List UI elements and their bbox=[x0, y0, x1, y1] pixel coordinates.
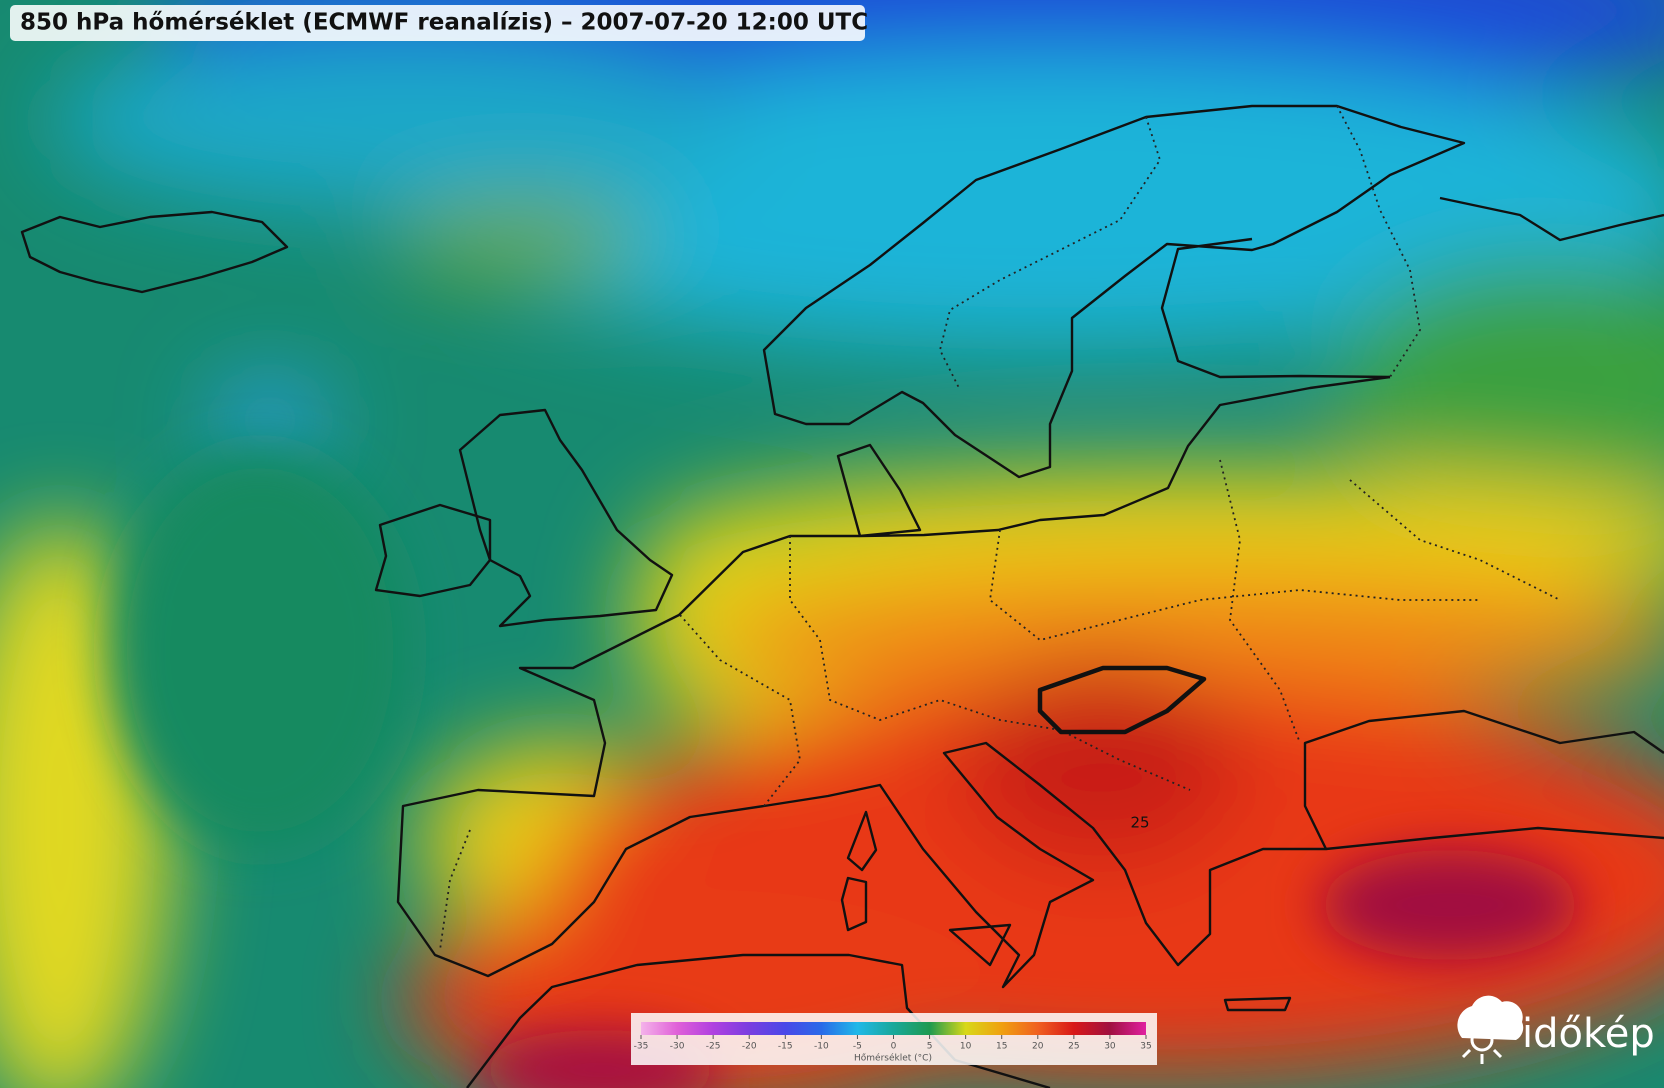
country-border bbox=[939, 116, 1161, 391]
colorbar-tick-label: -20 bbox=[742, 1042, 757, 1052]
colorbar-tick-label: -15 bbox=[778, 1042, 793, 1052]
colorbar-tick-label: 20 bbox=[1032, 1042, 1044, 1052]
turkey-north-coast bbox=[1325, 826, 1664, 851]
colorbar-tick-label: 15 bbox=[996, 1042, 1007, 1052]
logo-rays bbox=[1461, 1048, 1503, 1064]
colorbar-tick-label: 25 bbox=[1068, 1042, 1079, 1052]
colorbar-tick-label: 5 bbox=[927, 1042, 933, 1052]
colorbar-tick-label: -5 bbox=[853, 1042, 862, 1052]
sicily bbox=[948, 923, 1012, 967]
iceland bbox=[20, 210, 289, 294]
ireland bbox=[374, 503, 492, 598]
country-border bbox=[1219, 459, 1301, 744]
great-britain bbox=[458, 408, 674, 628]
crete bbox=[1223, 996, 1292, 1012]
colorbar-tick-label: 30 bbox=[1104, 1042, 1116, 1052]
colorbar-ramp bbox=[641, 1022, 1146, 1035]
colorbar-tick-label: 10 bbox=[960, 1042, 972, 1052]
mainland-coast bbox=[396, 375, 1664, 989]
hungary-outline bbox=[1037, 665, 1207, 735]
colorbar-tick-label: -10 bbox=[814, 1042, 829, 1052]
scandinavia bbox=[762, 104, 1466, 479]
country-border bbox=[989, 529, 1480, 641]
corsica-sardinia bbox=[840, 810, 878, 932]
colorbar-tick-label: -35 bbox=[634, 1042, 649, 1052]
colorbar-tick-label: 0 bbox=[891, 1042, 897, 1052]
title: 850 hPa hőmérséklet (ECMWF reanalízis) –… bbox=[20, 10, 868, 36]
finland-coast bbox=[1160, 237, 1391, 379]
colorbar-label: Hőmérséklet (°C) bbox=[854, 1053, 932, 1064]
russia-north bbox=[1439, 196, 1664, 242]
logo-cloud bbox=[1457, 995, 1524, 1040]
borders bbox=[439, 105, 1561, 951]
colorbar-tick-label: -25 bbox=[706, 1042, 721, 1052]
logo: időkép bbox=[1457, 995, 1655, 1064]
title-box: 850 hPa hőmérséklet (ECMWF reanalízis) –… bbox=[10, 5, 868, 41]
logo-sun bbox=[1470, 1028, 1494, 1052]
colorbar-tick-label: 35 bbox=[1140, 1042, 1151, 1052]
title-background bbox=[10, 5, 865, 41]
colorbar-tick-label: -30 bbox=[670, 1042, 685, 1052]
logo-text: időkép bbox=[1522, 1011, 1655, 1057]
contour-label: 25 bbox=[1130, 814, 1149, 832]
colorbar: Hőmérséklet (°C) -35 -30 -25 -20 -15 -10 -5 0 5 1… bbox=[631, 1013, 1157, 1065]
